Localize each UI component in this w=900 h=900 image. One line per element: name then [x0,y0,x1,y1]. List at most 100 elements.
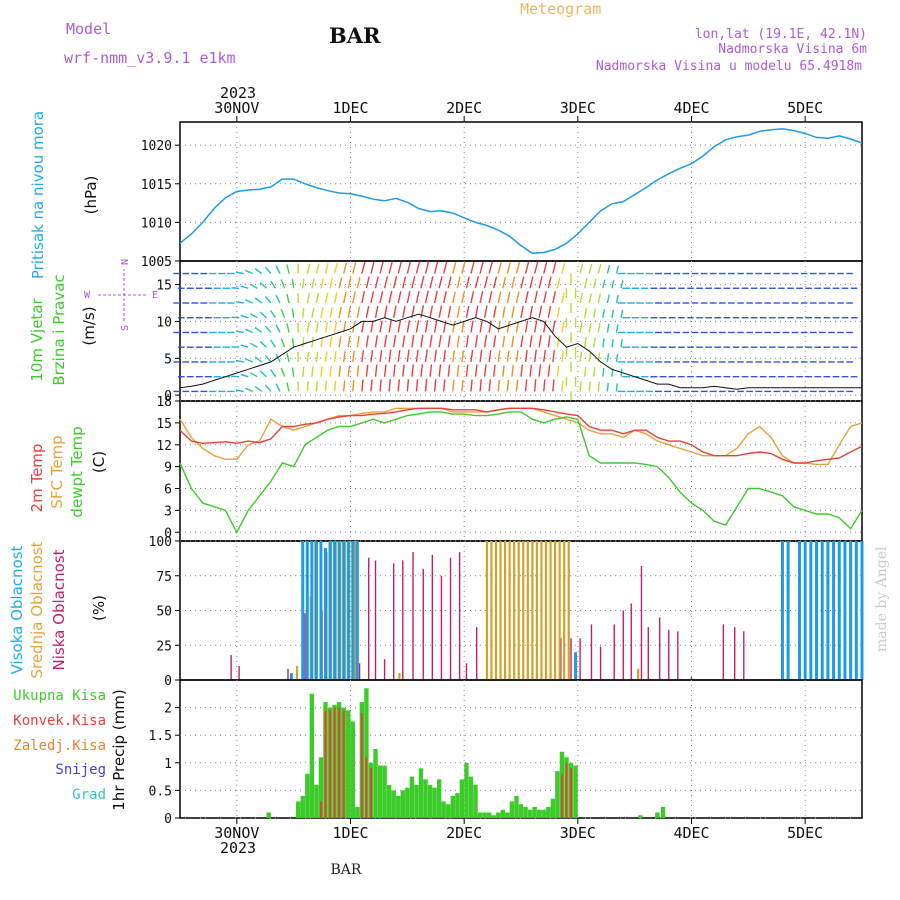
wind-arrow [245,328,254,334]
wind-arrow [259,311,267,319]
wind-arrow [259,340,267,348]
wind-arrow [606,353,610,363]
wind-arrow [275,353,281,363]
wind-arrow [379,291,384,304]
wind-arrow [561,292,565,304]
wind-arrow [515,320,520,333]
temp-ylabel-2: SFC Temp [48,435,66,508]
wind-arrow [365,335,369,348]
wind-arrow [443,261,448,274]
wind-arrow [342,292,347,304]
wind-arrow [456,364,460,377]
wind-arrow [593,278,597,289]
cloud-bar-high [826,541,830,680]
wind-arrow [447,276,452,289]
y-tick-label: 1020 [141,139,172,154]
cloud-bar-low [238,666,240,680]
wind-arrow [520,364,524,377]
wind-arrow [343,262,348,274]
wind-arrow [259,370,267,378]
wind-arrow [320,307,324,318]
precip-bar-conv [369,768,372,818]
wind-arrow [593,367,596,377]
wind-unit: (m/s) [80,306,98,345]
wind-arrow [374,305,379,318]
cloud-bar-high [328,541,332,680]
cloud-bar-low [743,631,745,680]
cloud-bar-mid [549,541,552,680]
cloud-bar-low [449,557,452,680]
cloud-bar-low [367,557,370,680]
precip-bar-total [555,771,560,818]
precip-bar-total [350,721,355,818]
precip-bar-total [450,795,455,818]
wind-arrow [479,261,484,274]
wind-arrow [397,320,401,333]
wind-arrow [235,330,244,334]
wind-arrow [302,278,305,289]
wind-arrow [597,381,600,392]
wind-arrow [461,291,466,304]
cloud-bar-mid [563,541,566,680]
side-labels: Pritisak na nivou mora (hPa) 10m Vjetar … [8,111,158,811]
top-day-label: 2DEC [446,99,482,117]
wind-arrow [579,351,583,363]
wind-arrow [611,280,615,289]
cloud-bar-mid [513,541,516,680]
wind-arrow [347,277,352,289]
y-tick-label: 0 [164,812,172,827]
panel-precip: 0 0.5 1 1.5 2 [149,679,863,827]
wind-arrow [393,305,397,318]
precip-bar-total [660,806,666,818]
wind-arrow [415,320,420,333]
wind-arrow [320,336,324,348]
wind-arrow [529,305,534,318]
precip-bar-total [400,790,405,818]
wind-arrow [520,335,524,348]
cloud-bar-high [323,547,327,680]
wind-arrow [465,305,470,318]
wind-arrow [264,384,272,392]
wind-arrow [588,322,592,333]
wind-arrow [240,285,249,289]
wind-arrow [235,359,244,363]
wind-arrow [406,261,412,274]
bottom-day-label: 1DEC [332,824,368,842]
wind-arrow [452,350,456,363]
precip-bar-total [305,773,310,818]
wind-arrow [415,290,420,304]
wind-arrow [474,364,478,377]
wind-arrow [249,283,258,289]
cloud-bar-low [287,668,289,680]
wind-arrow [352,262,357,274]
wind-arrows [173,261,858,402]
wind-arrow [324,322,328,333]
wind-arrow [306,351,310,363]
wind-arrow [547,305,552,318]
cloud-bar-low [570,638,572,680]
y-tick-label: 9 [164,461,172,476]
cloud-ylabel-2: Srednja Oblacnost [28,541,46,678]
wind-arrow [502,277,507,289]
wind-arrow [406,320,411,333]
precip-bar-total [509,801,515,818]
wind-arrow [320,277,325,289]
wind-arrow [543,349,546,363]
precip-bar-total [455,793,460,818]
wind-arrow [433,320,438,333]
y-tick-label: 0 [164,674,172,689]
wind-arrow [483,276,489,289]
top-day-label: 30NOV [214,99,259,117]
precip-bar-total [523,806,528,818]
precip-bar-total [405,787,410,818]
wind-arrow [406,349,410,363]
wind-arrow [602,279,606,289]
cloud-bar-mid [558,541,561,680]
wind-arrow [461,262,466,274]
precip-bar-conv [365,757,368,818]
wind-arrow [402,335,406,348]
wind-arrow [433,379,437,392]
cloud-bar-high [333,541,337,680]
cloud-bar-high [351,541,355,680]
wind-arrow [311,278,315,289]
